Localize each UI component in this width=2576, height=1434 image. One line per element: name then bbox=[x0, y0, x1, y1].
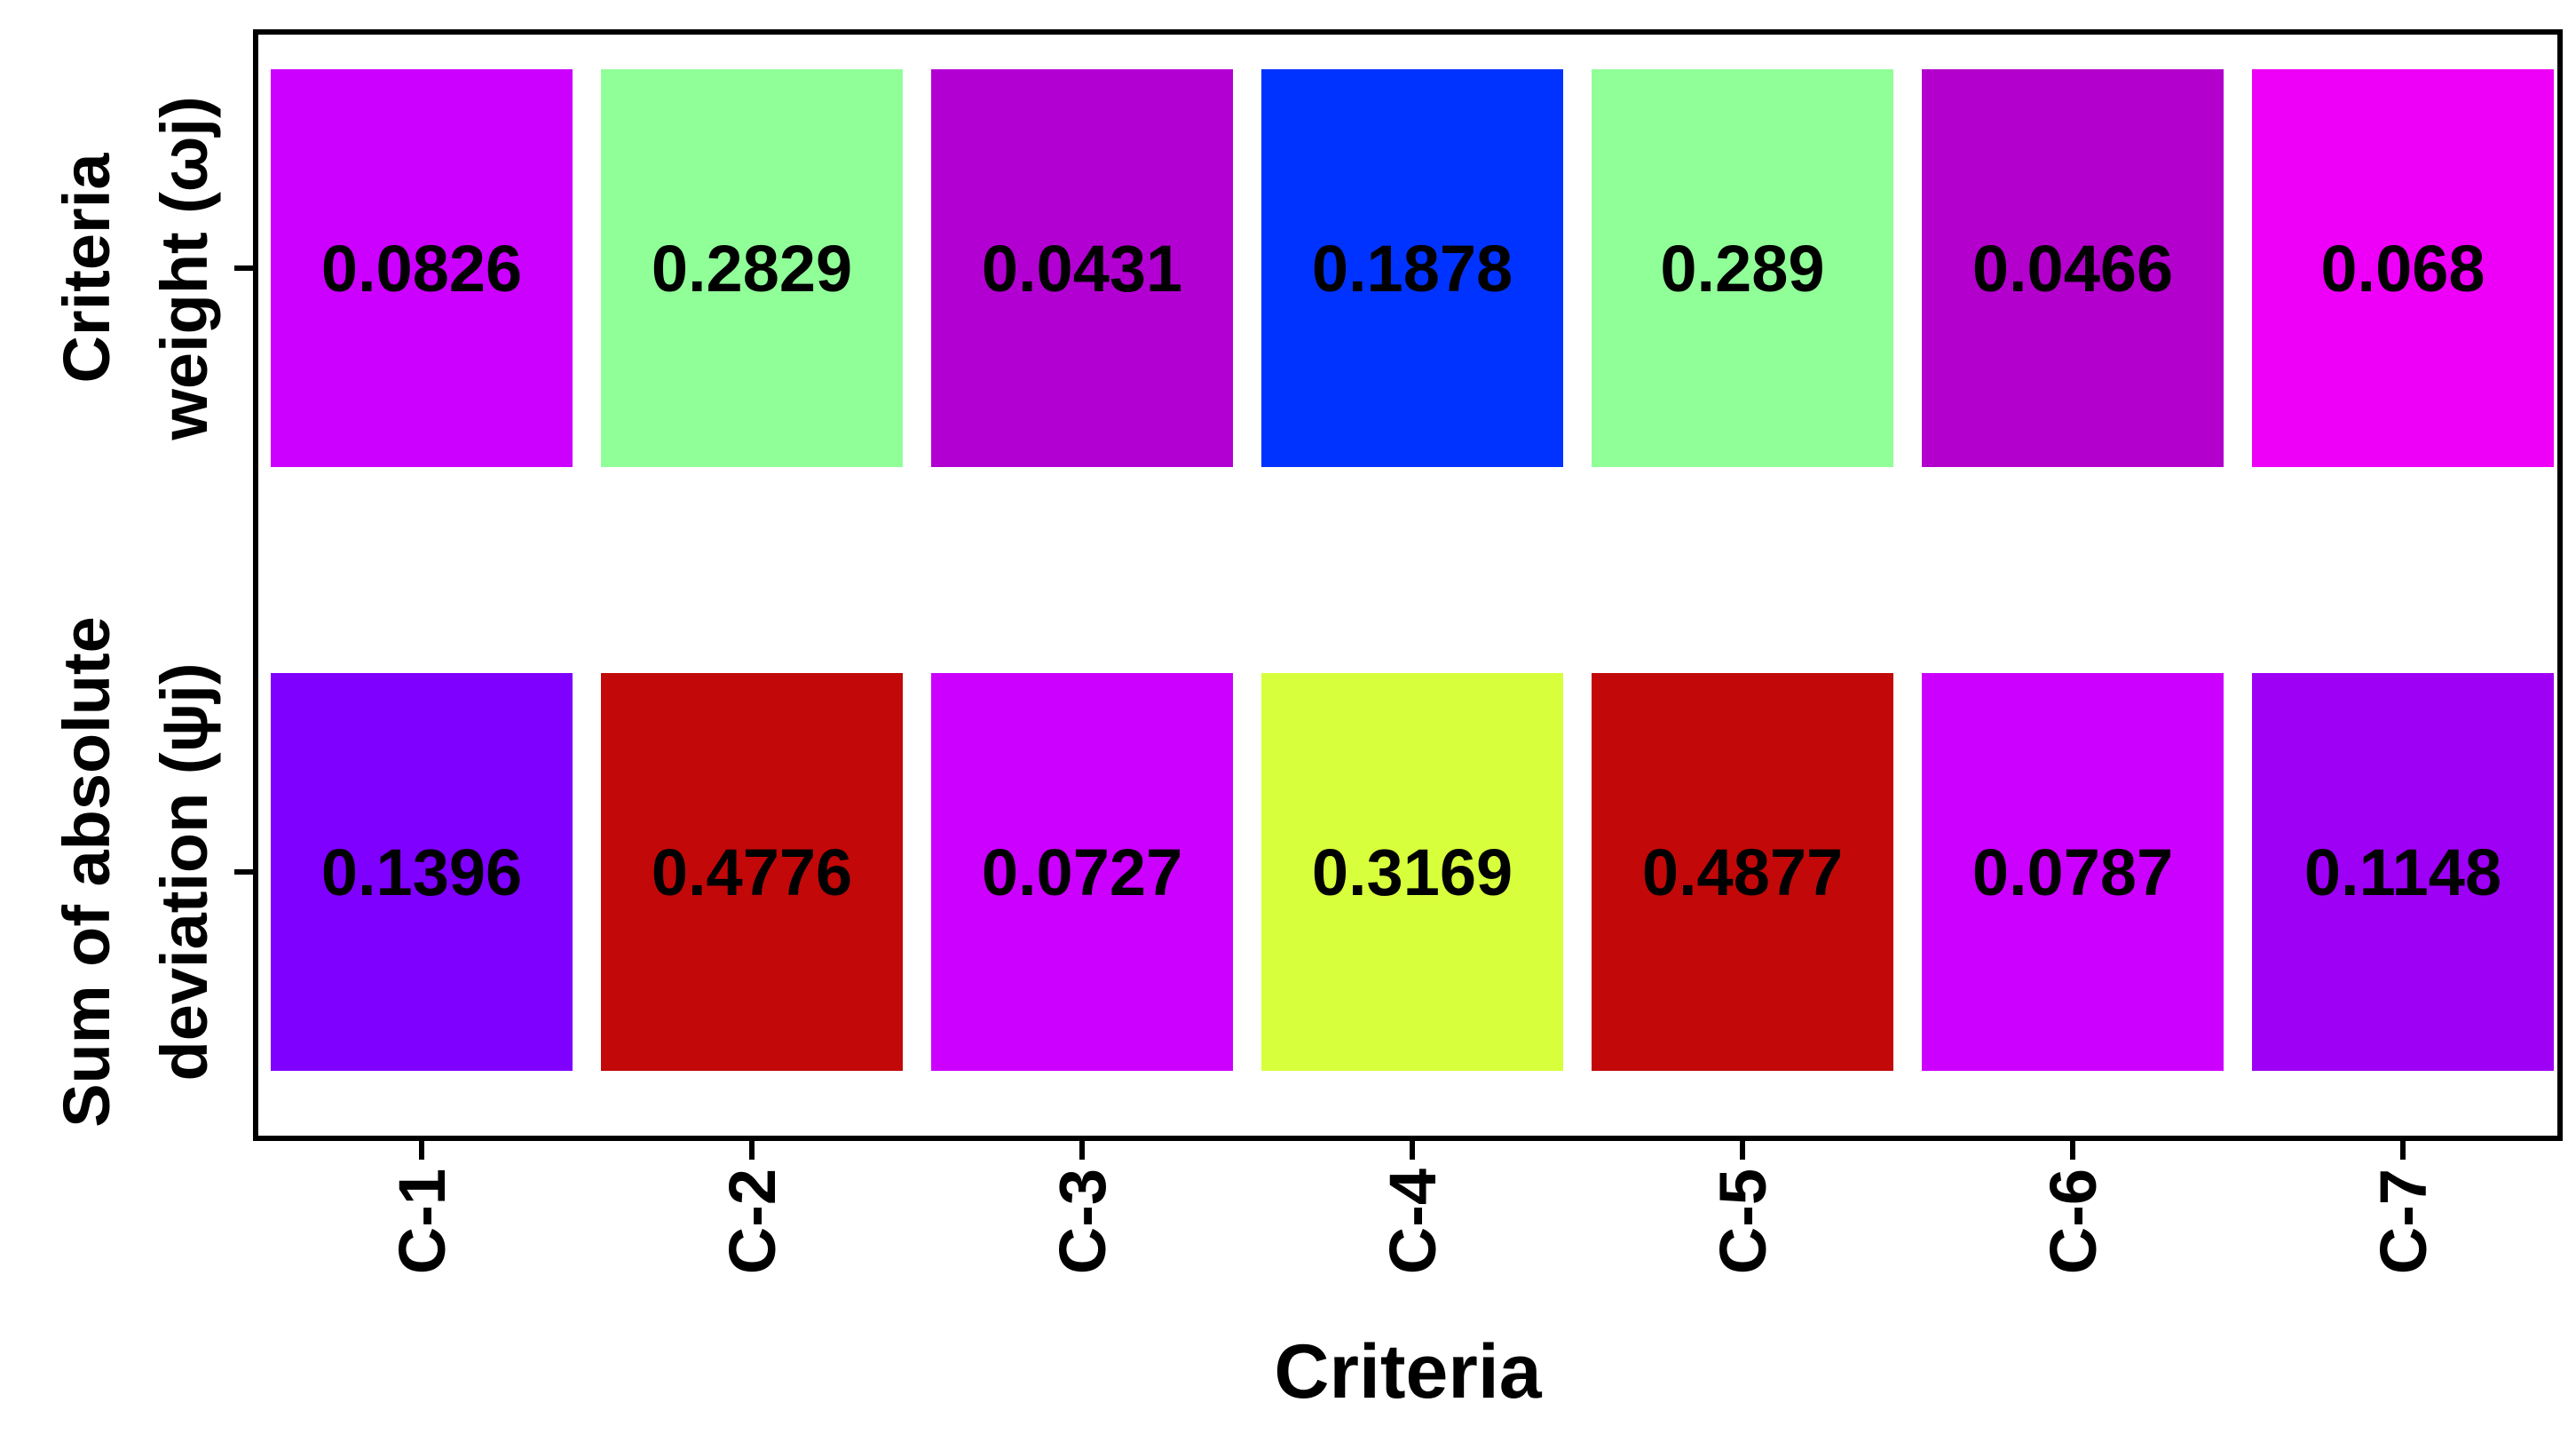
heatmap-cell bbox=[1261, 69, 1563, 467]
heatmap-cell bbox=[1592, 69, 1893, 467]
cell-value-label: 0.289 bbox=[1660, 232, 1824, 305]
heatmap-cell bbox=[2252, 69, 2554, 467]
x-tick-label: C-6 bbox=[2036, 1169, 2110, 1274]
y-tick-label-line: weight (ωj) bbox=[147, 96, 221, 440]
y-tick-label-line: Criteria bbox=[50, 153, 123, 384]
heatmap-cell bbox=[931, 69, 1233, 467]
y-tick-label-line: Sum of absolute bbox=[50, 616, 123, 1128]
x-tick-label: C-1 bbox=[385, 1169, 459, 1274]
heatmap-cell bbox=[601, 673, 903, 1071]
cell-value-label: 0.0787 bbox=[1972, 836, 2173, 909]
cell-value-label: 0.0727 bbox=[982, 836, 1182, 909]
plot-frame bbox=[253, 29, 2563, 1141]
y-tick-label-line: deviation (ψj) bbox=[147, 663, 221, 1081]
heatmap-cell bbox=[271, 69, 573, 467]
heatmap-cell bbox=[931, 673, 1233, 1071]
cell-value-label: 0.2829 bbox=[652, 232, 852, 305]
cell-value-label: 0.1878 bbox=[1312, 232, 1513, 305]
x-tick-label: C-4 bbox=[1376, 1169, 1450, 1274]
y-tick-label: Criteria weight (ωj) bbox=[50, 96, 221, 440]
cell-value-label: 0.4776 bbox=[652, 836, 852, 909]
cell-value-label: 0.0826 bbox=[321, 232, 522, 305]
heatmap-cells: 0.0826 0.2829 0.0431 0.1878 0.289 0.0466 0.068… bbox=[271, 69, 2554, 1071]
heatmap-cell bbox=[601, 69, 903, 467]
y-axis-ticks: Criteria weight (ωj) Sum of absolute deviat… bbox=[50, 96, 256, 1128]
cell-value-label: 0.1396 bbox=[321, 836, 522, 909]
cell-value-label: 0.1148 bbox=[2304, 836, 2501, 909]
cell-value-label: 0.0431 bbox=[982, 232, 1182, 305]
cell-value-label: 0.0466 bbox=[1972, 232, 2173, 305]
heatmap-cell bbox=[271, 673, 573, 1071]
x-tick-label: C-7 bbox=[2367, 1169, 2440, 1274]
cell-value-label: 0.4877 bbox=[1642, 836, 1843, 909]
heatmap-cell bbox=[1922, 673, 2224, 1071]
cell-value-label: 0.3169 bbox=[1312, 836, 1513, 909]
heatmap-cell bbox=[1922, 69, 2224, 467]
x-tick-label: C-2 bbox=[715, 1169, 789, 1274]
x-tick-label: C-3 bbox=[1046, 1169, 1119, 1274]
x-tick-label: C-5 bbox=[1706, 1169, 1780, 1274]
x-axis-ticks: C-1 C-2 C-3 C-4 C-5 C-6 C-7 bbox=[385, 1138, 2440, 1274]
cell-value-label: 0.068 bbox=[2320, 232, 2485, 305]
x-axis-title: Criteria bbox=[1274, 1329, 1542, 1414]
heatmap-cell bbox=[1592, 673, 1893, 1071]
y-tick-label: Sum of absolute deviation (ψj) bbox=[50, 616, 221, 1128]
heatmap-cell bbox=[2252, 673, 2554, 1071]
heatmap-cell bbox=[1261, 673, 1563, 1071]
